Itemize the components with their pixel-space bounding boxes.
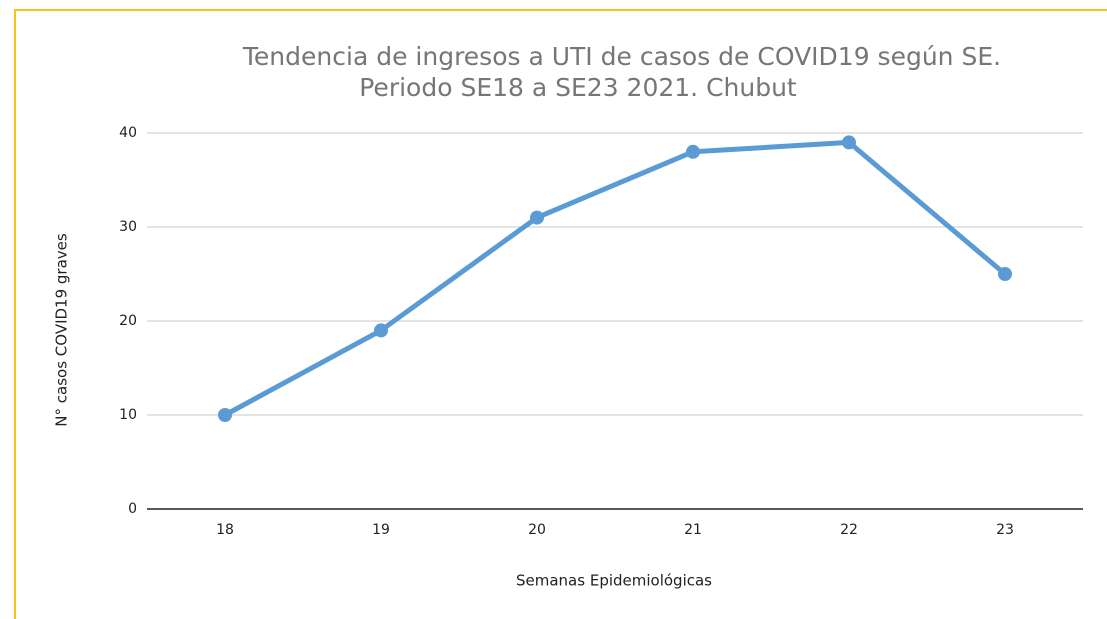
y-tick-label: 10: [119, 407, 137, 423]
y-tick-label: 20: [119, 313, 137, 329]
y-tick-label: 30: [119, 219, 137, 235]
marker: [998, 267, 1012, 281]
frame: [14, 9, 1107, 619]
chart-title: Tendencia de ingresos a UTI de casos de …: [242, 42, 1001, 71]
x-tick-label: 21: [684, 522, 702, 538]
x-axis-label: Semanas Epidemiológicas: [516, 572, 712, 590]
x-tick-label: 20: [528, 522, 546, 538]
marker: [218, 408, 232, 422]
marker: [842, 135, 856, 150]
y-tick-label: 40: [119, 125, 137, 141]
y-tick-label: 0: [128, 501, 137, 517]
marker: [530, 210, 544, 225]
marker: [686, 144, 700, 159]
x-tick-label: 23: [996, 522, 1014, 538]
marker: [374, 323, 388, 338]
x-tick-label: 18: [216, 522, 234, 538]
x-tick-label: 19: [372, 522, 390, 538]
y-axis-label: N° casos COVID19 graves: [53, 233, 71, 427]
chart-title: Periodo SE18 a SE23 2021. Chubut: [359, 73, 797, 102]
x-tick-label: 22: [840, 522, 858, 538]
line: [223, 139, 1007, 418]
